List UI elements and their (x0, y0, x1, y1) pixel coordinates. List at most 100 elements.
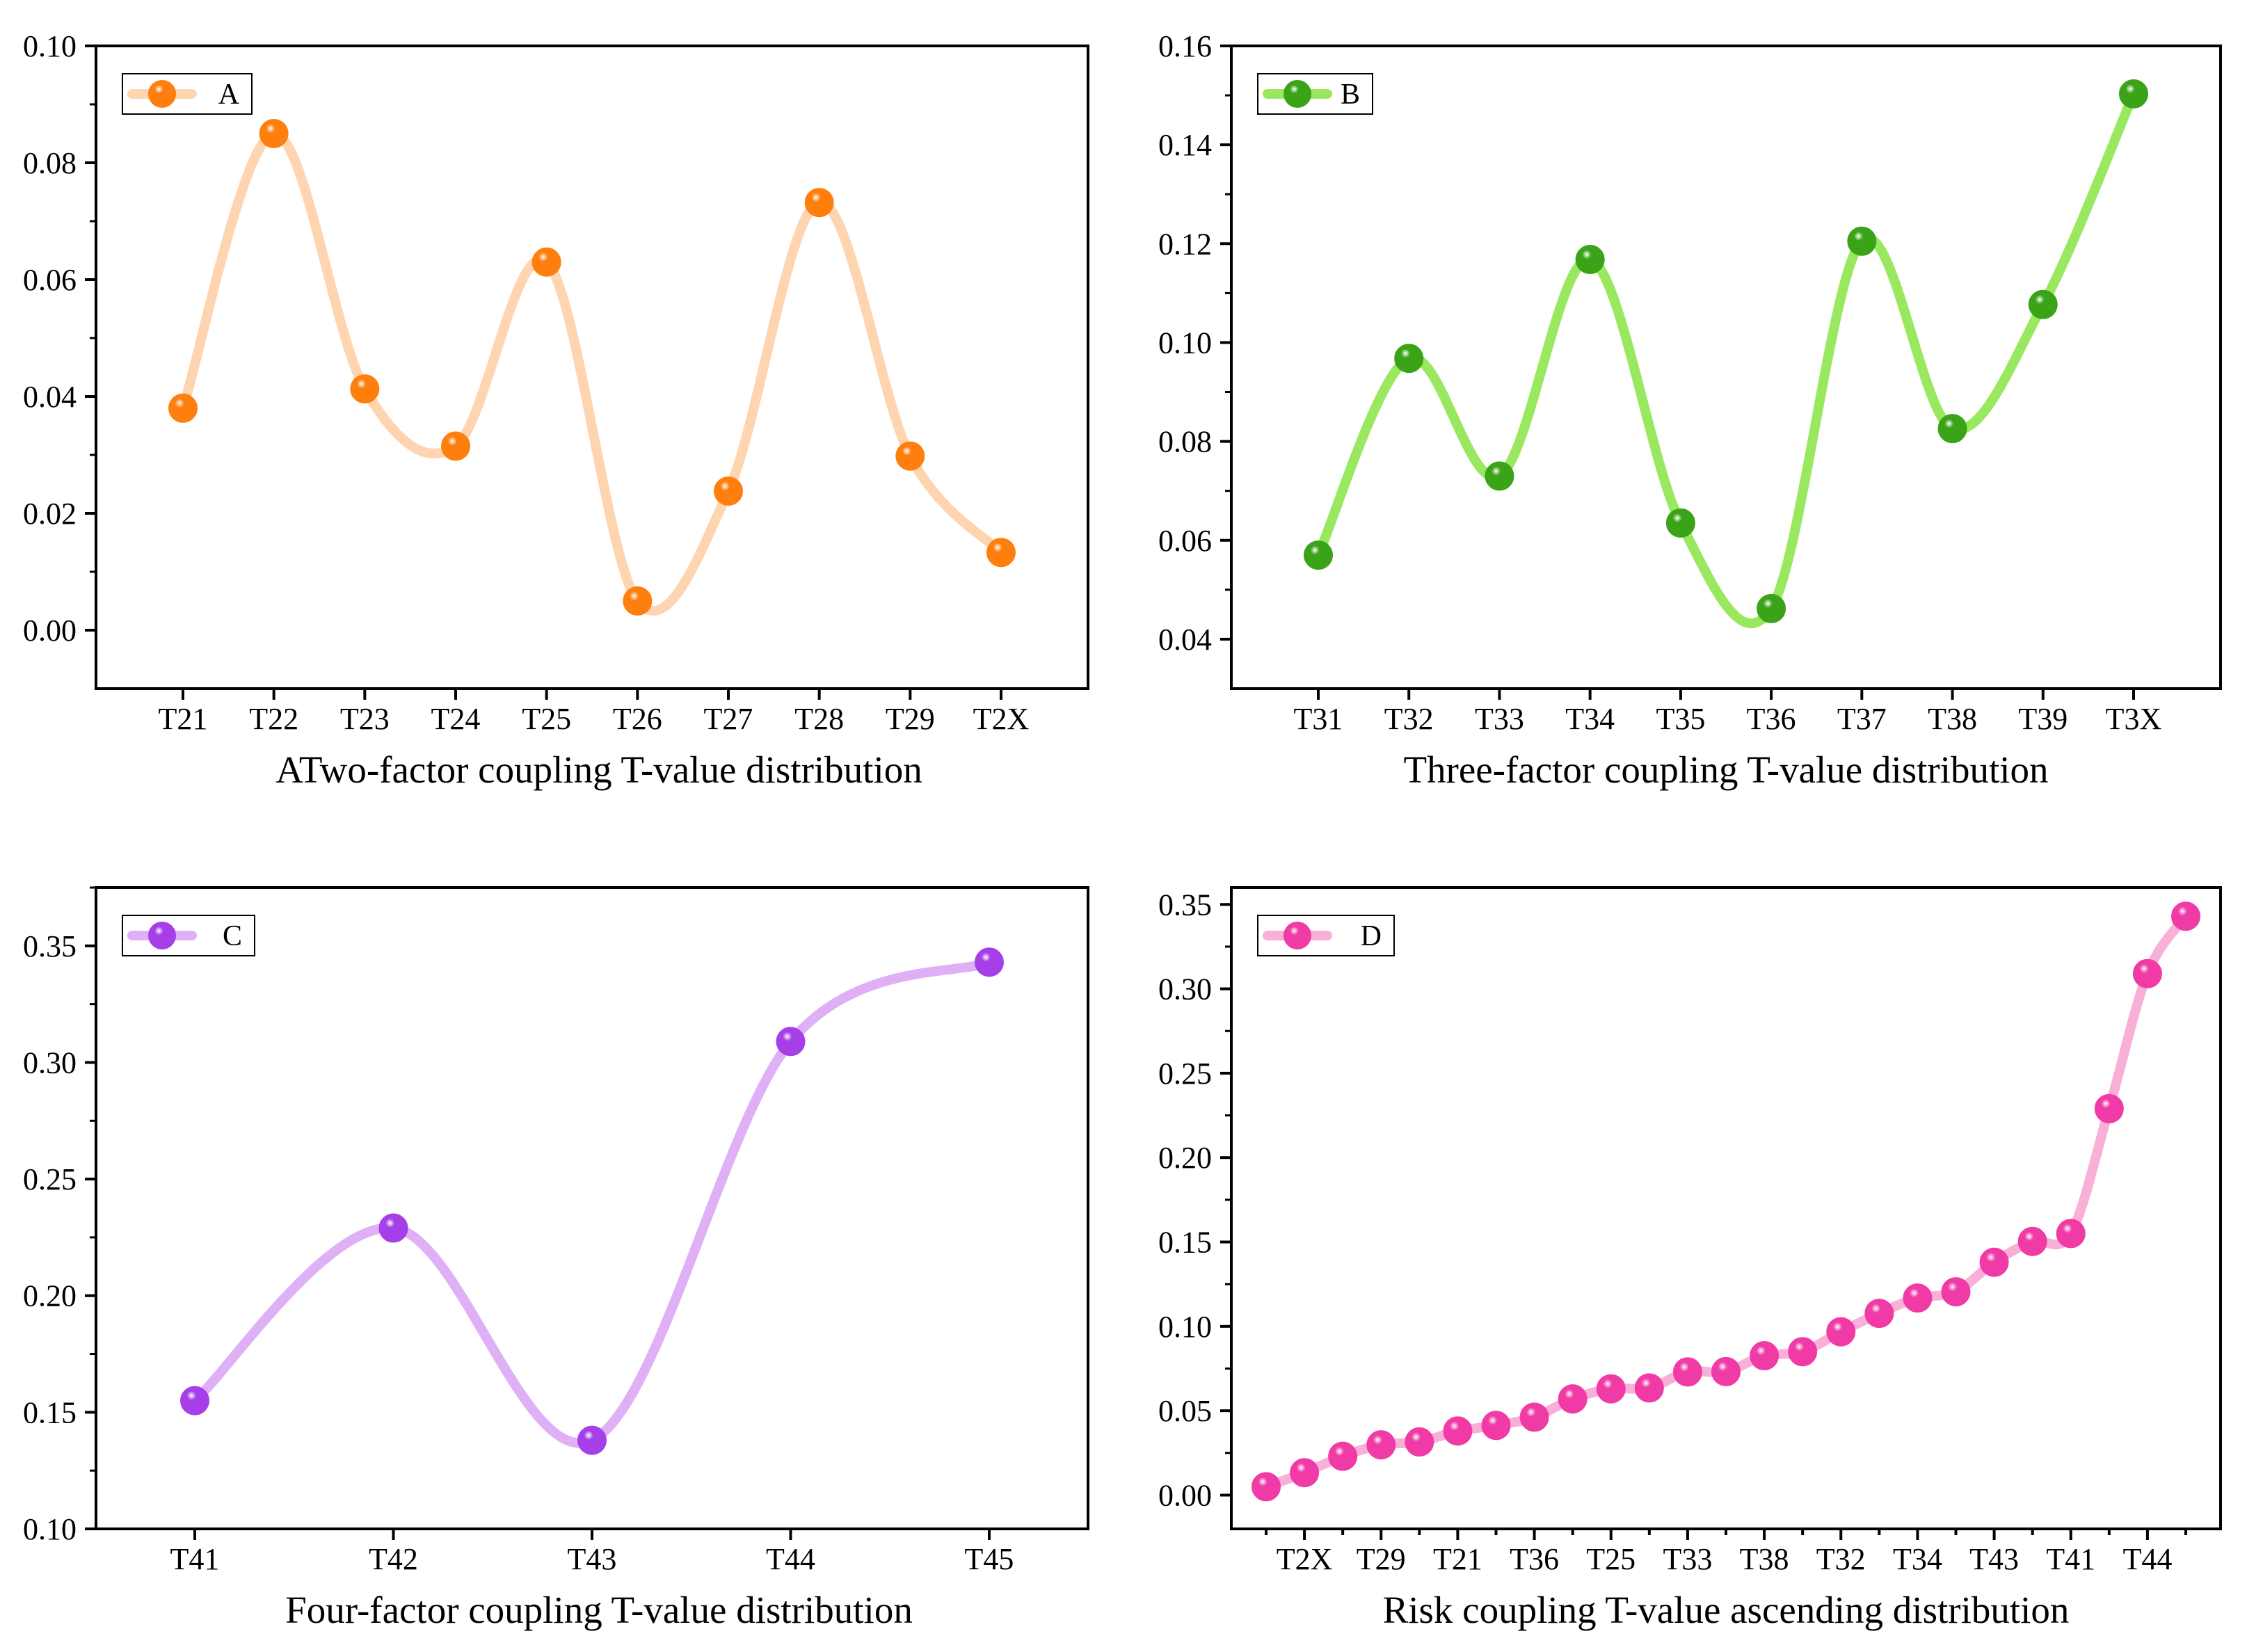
y-tick-label: 0.04 (1158, 623, 1212, 657)
plot-frame (1230, 45, 2222, 690)
data-point (1366, 1430, 1396, 1460)
x-tick-label: T37 (1837, 702, 1887, 736)
y-tick-label: 0.04 (23, 380, 77, 414)
x-tick-label: T45 (965, 1542, 1014, 1576)
chart-title: ATwo-factor coupling T-value distributio… (275, 748, 922, 791)
chart-title: Three-factor coupling T-value distributi… (1403, 748, 2048, 791)
x-tick-label: T34 (1565, 702, 1615, 736)
data-point (1394, 344, 1424, 374)
series-line (178, 129, 1006, 616)
data-point (1672, 1357, 1702, 1387)
x-tick-label: T41 (170, 1542, 220, 1576)
data-point (1903, 1283, 1933, 1313)
y-tick-label: 0.15 (23, 1395, 77, 1429)
y-tick-label: 0.10 (1158, 1310, 1212, 1344)
data-point (1252, 1472, 1281, 1502)
legend-label: B (1341, 79, 1360, 111)
data-point (1481, 1411, 1511, 1441)
y-tick-label: 0.16 (1158, 29, 1212, 63)
legend-label: C (223, 920, 242, 952)
y-tick-label: 0.14 (1158, 128, 1212, 162)
x-tick-label: T43 (1969, 1542, 2019, 1576)
data-point (1979, 1247, 2009, 1277)
data-point (1665, 508, 1695, 538)
y-tick-label: 0.30 (23, 1045, 77, 1080)
x-tick-label: T2X (1277, 1542, 1333, 1576)
data-point (1519, 1402, 1549, 1432)
y-tick-label: 0.25 (1158, 1057, 1212, 1091)
y-tick-label: 0.15 (1158, 1226, 1212, 1260)
x-tick-label: T35 (1656, 702, 1705, 736)
data-point (180, 1386, 209, 1416)
data-point (1757, 593, 1786, 623)
x-tick-label: T38 (1928, 702, 1977, 736)
x-tick-label: T32 (1384, 702, 1434, 736)
chart-panel-c: 0.10 0.15 0.20 0.25 0.30 0.35 T41 T42 T43 T44 T45 C… (23, 886, 1089, 1631)
chart-panel-b: 0.04 0.06 0.08 0.10 0.12 0.14 0.16 T31 T32 T33 T34… (1158, 29, 2222, 791)
x-tick-label: T26 (613, 702, 662, 736)
x-tick-label: T2X (973, 702, 1030, 736)
data-point (2119, 79, 2148, 109)
x-tick-label: T31 (1294, 702, 1343, 736)
plot-frame (95, 45, 1089, 690)
data-point (2017, 1226, 2047, 1256)
x-tick-label: T38 (1740, 1542, 1789, 1576)
legend-marker (1284, 922, 1311, 949)
data-point (776, 1027, 806, 1057)
x-tick-label: T42 (369, 1542, 418, 1576)
chart-panel-d: 0.00 0.05 0.10 0.15 0.20 0.25 0.30 0.35 T2X T29 T2… (1158, 886, 2222, 1631)
data-point (1596, 1374, 1626, 1404)
x-tick-label: T36 (1747, 702, 1796, 736)
x-tick-label: T24 (431, 702, 481, 736)
x-tick-label: T27 (704, 702, 753, 736)
x-tick-label: T41 (2046, 1542, 2095, 1576)
y-tick-label: 0.08 (1158, 425, 1212, 459)
data-point (1328, 1441, 1358, 1471)
data-point (1634, 1373, 1664, 1403)
x-tick-label: T33 (1475, 702, 1524, 736)
x-tick-label: T44 (2122, 1542, 2172, 1576)
data-point (1304, 540, 1333, 570)
y-tick-label: 0.10 (23, 1512, 77, 1546)
data-point (350, 374, 380, 404)
x-tick-label: T36 (1510, 1542, 1559, 1576)
x-tick-label: T29 (1357, 1542, 1406, 1576)
data-point (259, 119, 289, 148)
y-tick-label: 0.12 (1158, 227, 1212, 261)
x-tick-label: T32 (1816, 1542, 1866, 1576)
legend-label: A (218, 79, 240, 111)
data-point (2171, 901, 2200, 931)
y-tick-label: 0.25 (23, 1162, 77, 1196)
x-tick-label: T34 (1893, 1542, 1942, 1576)
y-tick-label: 0.20 (23, 1279, 77, 1313)
data-point (895, 441, 925, 471)
data-point (975, 947, 1004, 977)
y-tick-label: 0.35 (1158, 888, 1212, 922)
x-tick-label: T21 (1433, 1542, 1482, 1576)
data-point (1788, 1337, 1818, 1367)
y-tick-label: 0.05 (1158, 1394, 1212, 1428)
series-line (190, 957, 994, 1448)
y-tick-label: 0.35 (23, 929, 77, 963)
data-point (2094, 1093, 2124, 1123)
data-point (2028, 289, 2058, 319)
y-tick-label: 0.06 (23, 263, 77, 297)
x-tick-label: T39 (2018, 702, 2068, 736)
x-tick-label: T44 (766, 1542, 815, 1576)
y-tick-label: 0.02 (23, 497, 77, 531)
data-point (2132, 959, 2162, 988)
data-point (986, 538, 1016, 568)
data-point (1290, 1458, 1320, 1488)
x-tick-label: T29 (886, 702, 935, 736)
x-tick-label: T25 (522, 702, 571, 736)
data-point (804, 188, 834, 218)
data-point (1937, 414, 1967, 444)
y-tick-label: 0.10 (23, 29, 77, 63)
data-point (1443, 1416, 1473, 1446)
x-tick-label: T33 (1663, 1542, 1712, 1576)
data-point (1558, 1384, 1588, 1414)
data-point (1575, 245, 1605, 275)
chart-title: Four-factor coupling T-value distributio… (285, 1589, 913, 1631)
data-point (1941, 1277, 1971, 1307)
